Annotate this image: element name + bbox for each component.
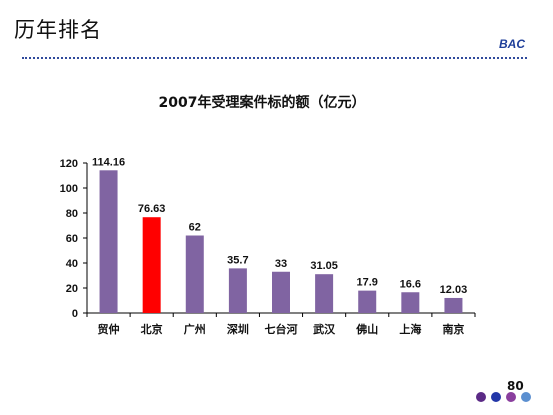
bar-4 — [272, 271, 290, 313]
chart-labels: 114.16 贸仲 76.63 北京 62 广州 35.7 深圳 33 七台河 31.05 武汉 17.… — [92, 156, 467, 336]
data-label-1: 76.63 — [138, 203, 166, 215]
y-tick-label: 100 — [60, 183, 78, 195]
category-label-4: 七台河 — [265, 322, 298, 336]
category-label-2: 广州 — [184, 322, 206, 336]
title-divider — [22, 57, 527, 59]
bar-3 — [228, 268, 247, 313]
bar-2 — [185, 235, 204, 313]
data-label-7: 16.6 — [400, 278, 421, 290]
category-label-7: 上海 — [399, 322, 421, 336]
y-tick-label: 20 — [66, 283, 78, 295]
slide-nav-dots — [476, 392, 536, 404]
bar-6 — [358, 290, 377, 313]
category-label-6: 佛山 — [355, 322, 378, 336]
category-label-8: 南京 — [442, 322, 464, 336]
data-label-8: 12.03 — [440, 284, 468, 296]
category-label-1: 北京 — [141, 322, 163, 336]
bar-8 — [444, 297, 463, 313]
data-label-3: 35.7 — [227, 254, 248, 266]
slide-title: 历年排名 — [14, 18, 102, 42]
nav-dot-2 — [506, 392, 516, 402]
page-number: 80 — [507, 379, 524, 393]
nav-dot-3 — [521, 392, 531, 402]
category-label-5: 武汉 — [313, 322, 336, 336]
data-label-4: 33 — [275, 258, 287, 270]
y-tick-label: 60 — [66, 233, 78, 245]
data-label-0: 114.16 — [92, 156, 125, 168]
bar-0 — [99, 170, 118, 313]
data-label-5: 31.05 — [310, 260, 338, 272]
bar-1 — [142, 217, 161, 313]
y-tick-label: 120 — [60, 158, 78, 170]
category-label-0: 贸仲 — [98, 322, 120, 336]
y-tick-label: 0 — [72, 308, 78, 320]
y-tick-label: 40 — [66, 258, 78, 270]
y-tick-label: 80 — [66, 208, 78, 220]
data-label-6: 17.9 — [357, 277, 378, 289]
brand-logo-text: BAC — [499, 37, 525, 51]
chart-bars — [99, 170, 463, 313]
nav-dot-0 — [476, 392, 486, 402]
chart-title: 2007年受理案件标的额（亿元） — [159, 94, 366, 111]
data-label-2: 62 — [189, 222, 201, 234]
category-label-3: 深圳 — [227, 322, 249, 336]
nav-dot-1 — [491, 392, 501, 402]
bar-5 — [315, 274, 334, 313]
bar-7 — [401, 292, 420, 313]
